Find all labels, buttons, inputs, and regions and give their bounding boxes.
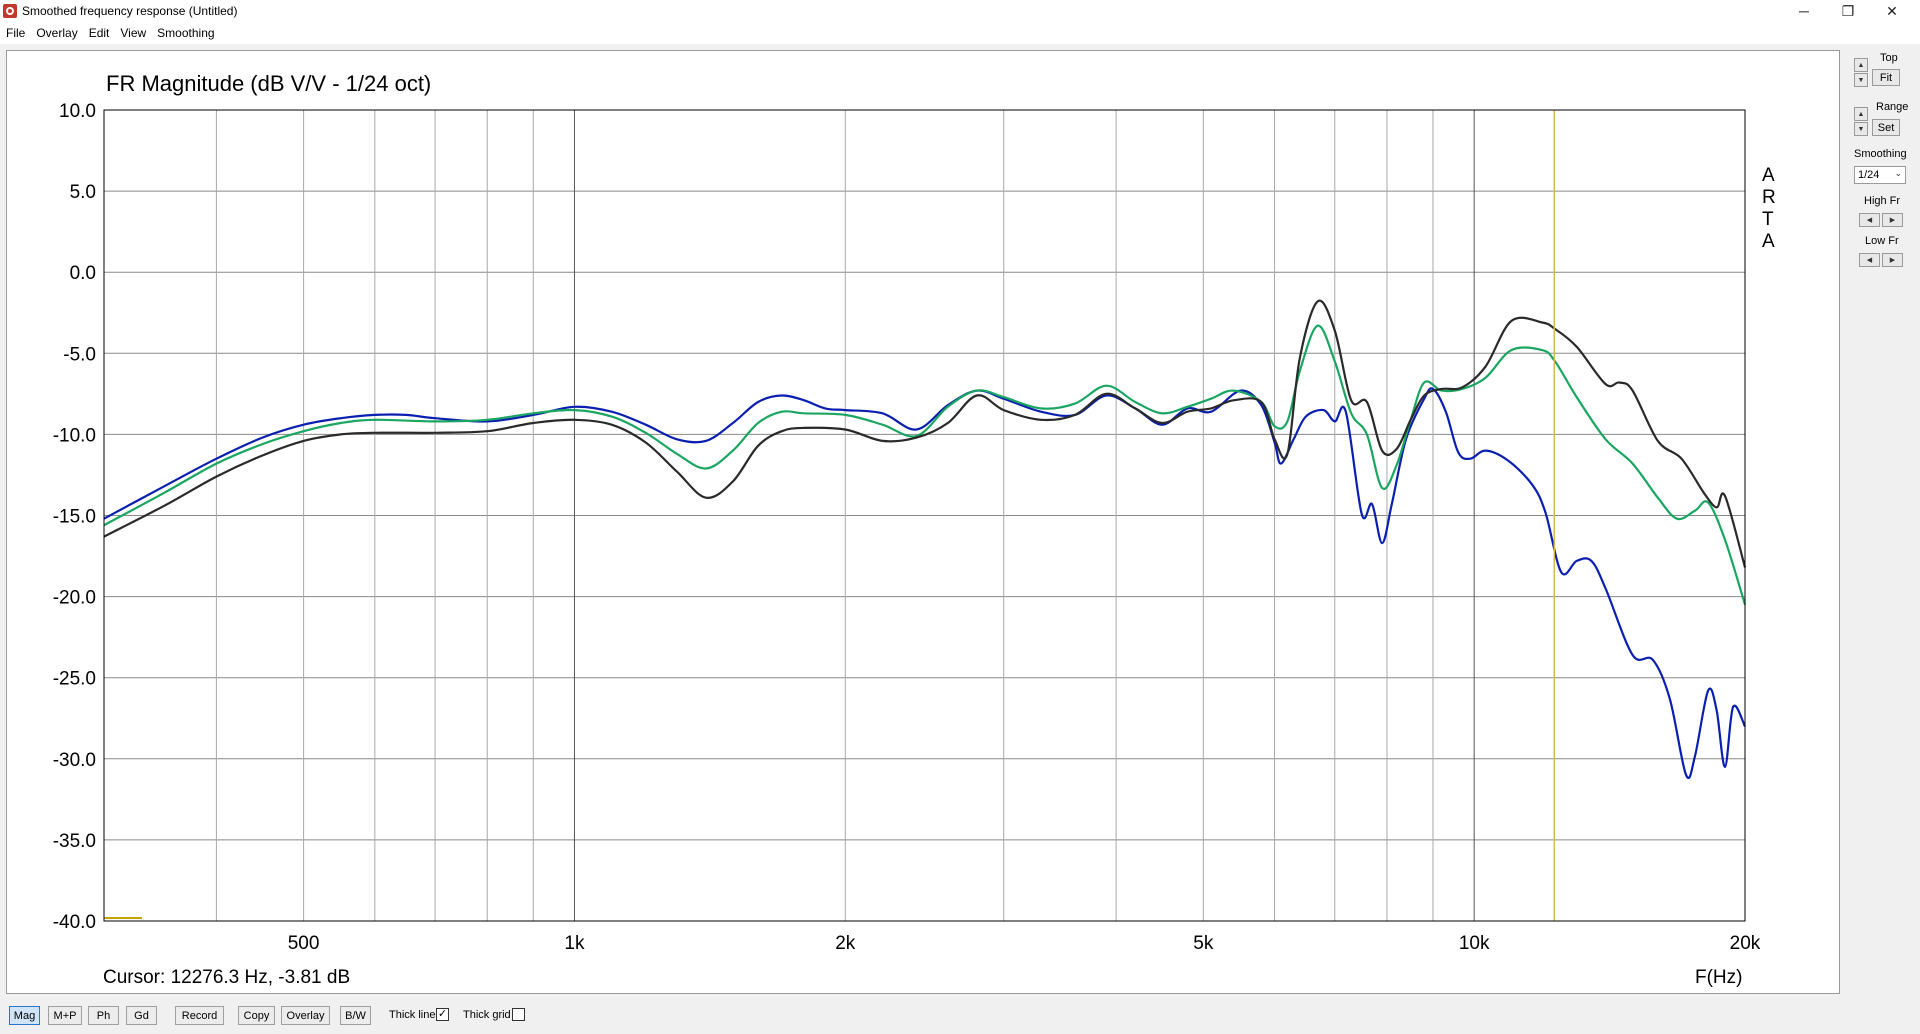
range-up-button[interactable]: ▲ — [1854, 107, 1868, 121]
plot-frame — [103, 109, 1746, 922]
y-tick-label: 10.0 — [59, 101, 96, 122]
grid-layer — [104, 109, 1746, 922]
y-tick-label: 0.0 — [70, 263, 96, 284]
series-line-2 — [103, 324, 1747, 606]
watermark-letter: R — [1762, 187, 1776, 208]
watermark-letter: T — [1762, 209, 1774, 230]
x-tick-label: 20k — [1730, 933, 1761, 954]
gd-button[interactable]: Gd — [126, 1006, 157, 1025]
menu-edit[interactable]: Edit — [88, 26, 110, 40]
menu-file[interactable]: File — [6, 26, 26, 40]
y-tick-label: -10.0 — [53, 425, 96, 446]
smoothing-value: 1/24 — [1858, 169, 1880, 181]
thick-grid-label: Thick grid — [463, 1009, 511, 1021]
title-bar: Smoothed frequency response (Untitled) ─… — [0, 0, 1920, 22]
menu-view[interactable]: View — [120, 26, 147, 40]
cursor-readout: Cursor: 12276.3 Hz, -3.81 dB — [103, 967, 350, 988]
menu-smoothing[interactable]: Smoothing — [157, 26, 215, 40]
y-tick-label: -25.0 — [53, 669, 96, 690]
close-button[interactable]: ✕ — [1886, 2, 1898, 19]
x-unit-label: F(Hz) — [1695, 967, 1742, 988]
plot-panel[interactable]: FR Magnitude (dB V/V - 1/24 oct) 10.0 5.0… — [6, 50, 1840, 994]
high-fr-label: High Fr — [1864, 195, 1901, 207]
watermark-letter: A — [1762, 165, 1775, 186]
app-icon — [3, 4, 17, 18]
range-label: Range — [1876, 101, 1909, 113]
minimize-button[interactable]: ─ — [1799, 3, 1809, 19]
copy-button[interactable]: Copy — [238, 1006, 275, 1025]
x-tick-label: 500 — [288, 933, 320, 954]
bottom-toolbar: Mag M+P Ph Gd Record Copy Overlay B/W Th… — [0, 1000, 1920, 1034]
record-button[interactable]: Record — [175, 1006, 224, 1025]
restore-button[interactable]: ❐ — [1841, 2, 1855, 19]
fit-button[interactable]: Fit — [1872, 69, 1900, 86]
window-title: Smoothed frequency response (Untitled) — [22, 4, 238, 18]
x-tick-label: 5k — [1193, 933, 1214, 954]
overlay-button[interactable]: Overlay — [281, 1006, 330, 1025]
range-down-button[interactable]: ▼ — [1854, 122, 1868, 136]
y-tick-label: -35.0 — [53, 831, 96, 852]
frequency-response-chart[interactable]: FR Magnitude (dB V/V - 1/24 oct) 10.0 5.0… — [7, 51, 1839, 993]
menu-bar: File Overlay Edit View Smoothing — [0, 22, 1920, 44]
y-tick-label: -40.0 — [53, 912, 96, 933]
side-panel: ▲ ▼ Top Fit ▲ ▼ Range Set Smoothing 1/24… — [1842, 50, 1920, 994]
x-tick-labels: 500 1k 2k 5k 10k 20k — [288, 933, 1761, 954]
y-tick-label: -30.0 — [53, 750, 96, 771]
top-label: Top — [1880, 52, 1898, 64]
x-tick-label: 2k — [835, 933, 856, 954]
low-fr-right-button[interactable]: ▶ — [1882, 253, 1903, 267]
arta-watermark: A R T A — [1762, 165, 1776, 252]
mag-button[interactable]: Mag — [9, 1006, 40, 1025]
m-plus-p-button[interactable]: M+P — [48, 1006, 82, 1025]
menu-overlay[interactable]: Overlay — [36, 26, 78, 40]
thick-grid-checkbox[interactable] — [512, 1008, 525, 1021]
series-layer — [103, 299, 1747, 780]
set-button[interactable]: Set — [1872, 119, 1900, 136]
smoothing-select[interactable]: 1/24 ⌄ — [1854, 166, 1906, 184]
ph-button[interactable]: Ph — [88, 1006, 119, 1025]
x-tick-label: 10k — [1459, 933, 1490, 954]
bw-button[interactable]: B/W — [340, 1006, 371, 1025]
high-fr-right-button[interactable]: ▶ — [1882, 213, 1903, 227]
thick-line-checkbox[interactable]: ✓ — [436, 1008, 449, 1021]
y-tick-label: -20.0 — [53, 588, 96, 609]
smoothing-label: Smoothing — [1854, 148, 1907, 160]
y-tick-label: -15.0 — [53, 507, 96, 528]
chevron-down-icon: ⌄ — [1894, 168, 1902, 178]
low-fr-label: Low Fr — [1865, 235, 1899, 247]
y-tick-label: 5.0 — [70, 182, 96, 203]
y-tick-labels: 10.0 5.0 0.0 -5.0 -10.0 -15.0 -20.0 -25.0 -30.0 -… — [53, 101, 96, 933]
top-up-button[interactable]: ▲ — [1854, 58, 1868, 72]
series-line-1 — [103, 387, 1746, 780]
high-fr-left-button[interactable]: ◀ — [1859, 213, 1880, 227]
thick-line-label: Thick line — [389, 1009, 436, 1021]
top-down-button[interactable]: ▼ — [1854, 73, 1868, 87]
watermark-letter: A — [1762, 231, 1775, 252]
x-tick-label: 1k — [564, 933, 585, 954]
chart-title: FR Magnitude (dB V/V - 1/24 oct) — [106, 71, 431, 96]
y-tick-label: -5.0 — [63, 344, 96, 365]
low-fr-left-button[interactable]: ◀ — [1859, 253, 1880, 267]
